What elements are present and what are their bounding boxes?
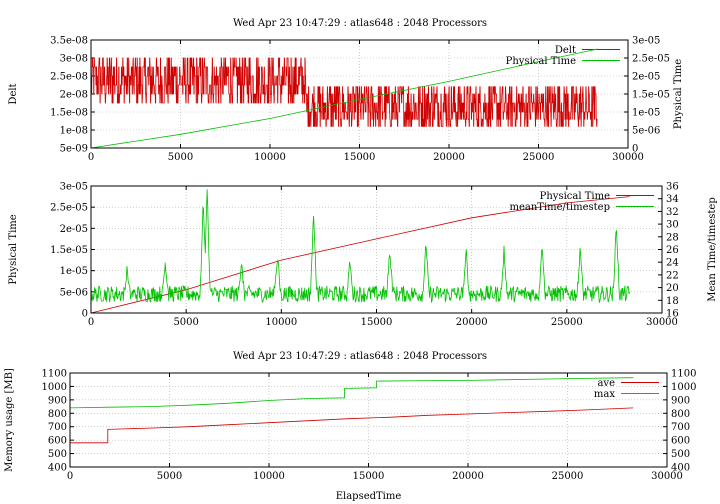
y-tick-label: 5e-06 (60, 287, 88, 298)
x-tick-label: 0 (88, 317, 94, 328)
x-tick-label: 20000 (456, 317, 488, 328)
x-tick-label: 0 (67, 471, 73, 482)
legend-label: meanTime/timestep (509, 202, 610, 213)
x-axis-label: ElapsedTime (336, 491, 402, 502)
legend-label: max (594, 389, 615, 400)
y-axis-label: Memory usage [MB] (4, 368, 15, 472)
y2-tick-label: 2.5e-05 (632, 54, 670, 65)
y2-tick-label: 2e-05 (632, 72, 660, 83)
y2-tick-label: 1100 (671, 369, 696, 380)
y2-tick-label: 32 (666, 207, 679, 218)
top-chart-title: Wed Apr 23 10:47:29 : atlas648 : 2048 Pr… (233, 18, 487, 29)
series-line-meantime-timestep (90, 189, 630, 304)
y2-tick-label: 20 (666, 283, 679, 294)
y-tick-label: 700 (48, 422, 67, 433)
x-tick-label: 30000 (612, 152, 644, 163)
series-line-max (69, 377, 634, 409)
y-tick-label: 3e-05 (60, 182, 88, 193)
x-tick-label: 30000 (651, 471, 683, 482)
series-line-physical-time (90, 196, 630, 314)
y2-tick-label: 1.5e-05 (632, 90, 670, 101)
x-tick-label: 25000 (523, 152, 555, 163)
y-tick-label: 900 (48, 395, 67, 406)
y-tick-label: 5e-09 (60, 144, 88, 155)
y2-tick-label: 34 (666, 194, 679, 205)
y-tick-label: 2.5e-08 (50, 72, 88, 83)
x-tick-label: 15000 (353, 471, 385, 482)
x-tick-label: 15000 (361, 317, 393, 328)
plot-frame (69, 372, 668, 468)
legend-label: Delt (555, 45, 576, 56)
y-axis-label: Physical Time (8, 214, 19, 284)
y2-tick-label: 5e-06 (632, 126, 660, 137)
legend-label: Physical Time (506, 56, 576, 67)
x-tick-label: 30000 (646, 317, 678, 328)
x-tick-label: 25000 (552, 471, 584, 482)
delt-physical-time-chart: 0 5000 10000 15000 20000 25000 30000 5e-09 1e-08… (8, 36, 684, 164)
x-tick-label: 15000 (344, 152, 376, 163)
y2-tick-label: 30 (666, 220, 679, 231)
x-tick-label: 5000 (168, 152, 193, 163)
y2-tick-label: 1e-05 (632, 108, 660, 119)
y2-axis-label: Physical Time (673, 59, 684, 129)
plot-frame (90, 185, 663, 314)
y2-tick-label: 400 (671, 463, 690, 474)
y-axis-label: Delt (8, 83, 19, 104)
y-tick-label: 800 (48, 409, 67, 420)
series-line-delt (90, 57, 598, 127)
series-line-ave (70, 407, 634, 444)
y-tick-label: 3e-08 (60, 54, 88, 65)
legend-label: ave (597, 378, 615, 389)
y2-tick-label: 22 (666, 270, 679, 281)
x-tick-label: 10000 (254, 152, 286, 163)
y2-tick-label: 500 (671, 449, 690, 460)
y2-axis-label: Mean Time/timestep (707, 197, 718, 301)
y-tick-label: 2e-05 (60, 224, 88, 235)
y2-tick-label: 900 (671, 395, 690, 406)
y2-tick-label: 700 (671, 422, 690, 433)
y2-tick-label: 3e-05 (632, 36, 660, 47)
plot-frame (90, 39, 629, 149)
y2-tick-label: 1000 (671, 382, 696, 393)
x-tick-label: 5000 (157, 471, 182, 482)
y-tick-label: 1.5e-08 (50, 108, 88, 119)
y2-tick-label: 28 (666, 232, 679, 243)
y-tick-label: 0 (82, 309, 88, 320)
memory-chart-title: Wed Apr 23 10:47:29 : atlas648 : 2048 Pr… (233, 351, 487, 362)
x-tick-label: 0 (88, 152, 94, 163)
y-tick-label: 400 (48, 463, 67, 474)
x-tick-label: 25000 (551, 317, 583, 328)
y2-tick-label: 16 (666, 309, 679, 320)
y2-tick-label: 18 (666, 296, 679, 307)
y2-tick-label: 36 (666, 182, 679, 193)
y-tick-label: 2e-08 (60, 90, 88, 101)
x-tick-label: 5000 (173, 317, 198, 328)
y-tick-label: 600 (48, 436, 67, 447)
x-tick-label: 20000 (433, 152, 465, 163)
y-tick-label: 1100 (42, 369, 67, 380)
x-tick-label: 10000 (253, 471, 285, 482)
series-line-physical-time (90, 48, 598, 149)
y2-tick-label: 800 (671, 409, 690, 420)
physical-time-mean-time-chart: 0 5000 10000 15000 20000 25000 30000 0 5e-06 1e-0… (8, 182, 718, 329)
y-tick-label: 1.5e-05 (50, 245, 88, 256)
y-tick-label: 1e-05 (60, 266, 88, 277)
memory-usage-chart: 0 5000 10000 15000 20000 25000 300004005006007… (4, 368, 696, 502)
y-tick-label: 1e-08 (60, 126, 88, 137)
y-tick-label: 1000 (42, 382, 67, 393)
y-tick-label: 2.5e-05 (50, 203, 88, 214)
y-tick-label: 500 (48, 449, 67, 460)
y2-tick-label: 0 (632, 144, 638, 155)
x-tick-label: 20000 (452, 471, 484, 482)
y-tick-label: 3.5e-08 (50, 36, 88, 47)
y2-tick-label: 26 (666, 245, 679, 256)
legend-label: Physical Time (540, 191, 610, 202)
y2-tick-label: 600 (671, 436, 690, 447)
x-tick-label: 10000 (265, 317, 297, 328)
y2-tick-label: 24 (666, 258, 679, 269)
